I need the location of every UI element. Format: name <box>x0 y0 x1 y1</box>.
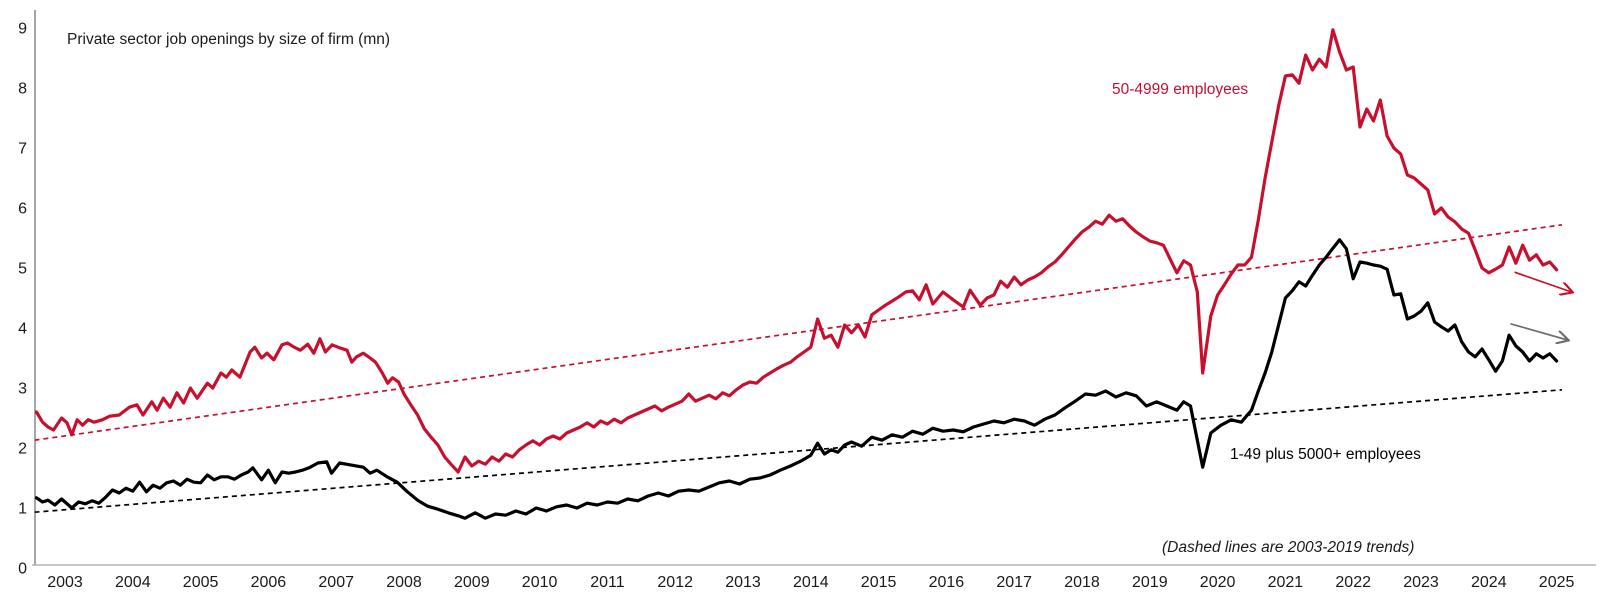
x-tick-label-2006: 2006 <box>251 574 287 591</box>
y-tick-label-2: 2 <box>18 441 27 458</box>
x-tick-label-2011: 2011 <box>590 574 625 591</box>
y-tick-label-1: 1 <box>18 501 27 518</box>
x-tick-label-2014: 2014 <box>793 574 829 591</box>
x-tick-label-2021: 2021 <box>1268 574 1304 591</box>
y-tick-label-4: 4 <box>18 321 27 338</box>
x-tick-label-2018: 2018 <box>1064 574 1100 591</box>
x-tick-label-2020: 2020 <box>1200 574 1236 591</box>
trend-note: (Dashed lines are 2003-2019 trends) <box>1162 539 1415 556</box>
x-tick-label-2023: 2023 <box>1403 574 1439 591</box>
x-tick-label-2010: 2010 <box>522 574 558 591</box>
x-tick-label-2015: 2015 <box>861 574 897 591</box>
x-tick-label-2017: 2017 <box>996 574 1032 591</box>
trend-line-0 <box>34 223 1563 442</box>
chart-title: Private sector job openings by size of f… <box>67 31 391 48</box>
x-tick-label-2003: 2003 <box>47 574 83 591</box>
y-tick-label-0: 0 <box>18 561 27 578</box>
x-tick-label-2013: 2013 <box>725 574 761 591</box>
y-tick-label-8: 8 <box>18 81 27 98</box>
x-tick-label-2008: 2008 <box>386 574 422 591</box>
x-tick-label-2022: 2022 <box>1335 574 1371 591</box>
x-tick-label-2016: 2016 <box>929 574 965 591</box>
red-series-direction-arrow <box>1514 271 1572 292</box>
x-tick-label-2007: 2007 <box>318 574 354 591</box>
series-line-1 <box>34 238 1559 520</box>
y-tick-label-3: 3 <box>18 381 27 398</box>
x-tick-label-2004: 2004 <box>115 574 151 591</box>
y-tick-label-7: 7 <box>18 141 27 158</box>
black-series-direction-arrow <box>1510 322 1567 340</box>
trend-line-1 <box>34 388 1563 514</box>
series-label-50-4999: 50-4999 employees <box>1112 81 1249 98</box>
y-tick-label-6: 6 <box>18 201 27 218</box>
x-tick-label-2019: 2019 <box>1132 574 1168 591</box>
x-tick-label-2024: 2024 <box>1471 574 1507 591</box>
series-line-0 <box>34 28 1559 474</box>
x-tick-label-2012: 2012 <box>657 574 693 591</box>
x-tick-label-2009: 2009 <box>454 574 490 591</box>
x-tick-label-2025: 2025 <box>1539 574 1575 591</box>
series-label-1-49-plus-5000: 1-49 plus 5000+ employees <box>1230 446 1421 463</box>
y-tick-label-5: 5 <box>18 261 27 278</box>
x-tick-label-2005: 2005 <box>183 574 219 591</box>
y-tick-label-9: 9 <box>18 21 27 38</box>
